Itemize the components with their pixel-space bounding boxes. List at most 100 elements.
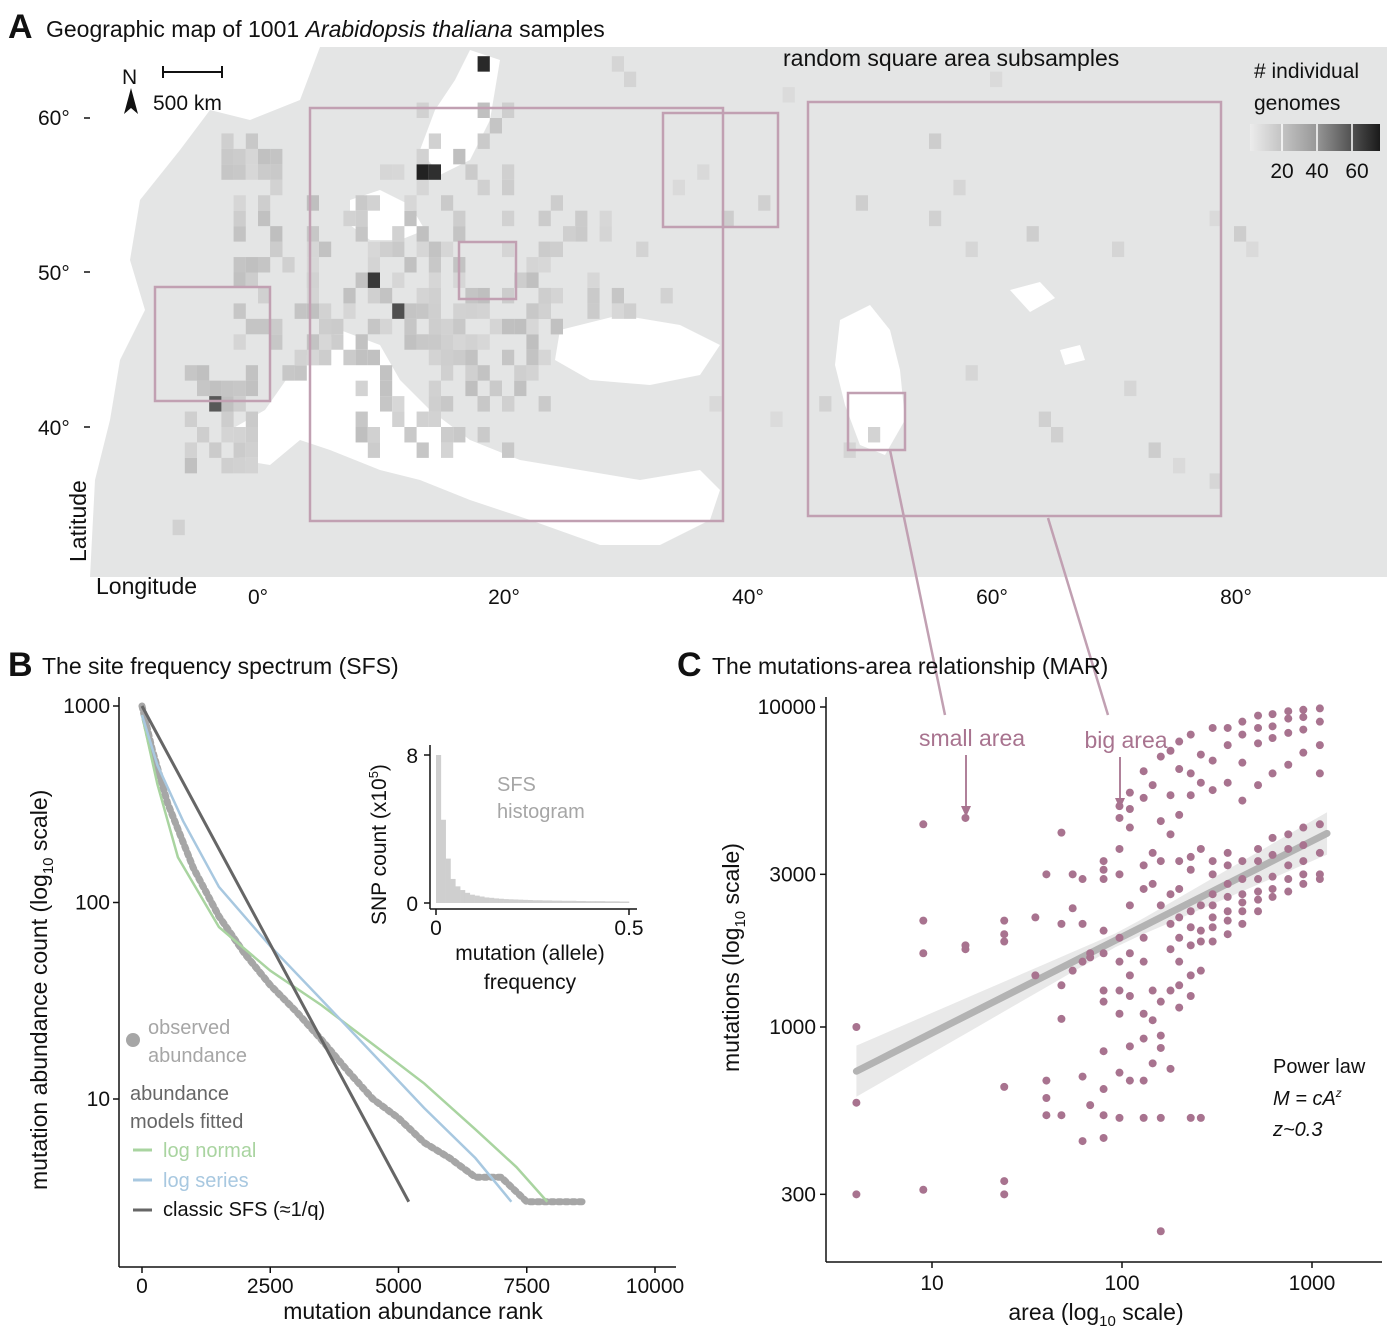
north-arrow-icon (124, 88, 138, 114)
data-point (1268, 833, 1277, 842)
inset-x-label-1: mutation (allele) (455, 942, 604, 965)
data-point (1208, 756, 1217, 765)
data-point (1268, 769, 1277, 778)
sample-cell (331, 318, 344, 335)
sample-cell (1026, 226, 1039, 242)
sample-cell (514, 318, 527, 335)
sample-cell (1209, 210, 1222, 227)
data-point (1068, 904, 1077, 913)
subsample-box (846, 391, 907, 452)
data-point (1166, 919, 1175, 928)
c-y-tick: 10000 (758, 696, 816, 719)
lat-axis-label: Latitude (65, 480, 91, 562)
data-point (1186, 730, 1195, 739)
data-point (1268, 892, 1277, 901)
sample-cell (1038, 411, 1051, 427)
sample-cell (550, 318, 563, 335)
sample-cell (221, 396, 234, 412)
lat-axis: 60° 50° 40° (38, 107, 90, 440)
lon-tick: 60° (976, 586, 1008, 609)
sample-cell (197, 365, 210, 381)
inset-bar (445, 858, 451, 903)
data-point (1125, 949, 1134, 958)
sample-cell (489, 318, 502, 335)
b-x-tick: 0 (136, 1275, 148, 1298)
data-point (1268, 872, 1277, 881)
data-point (1099, 949, 1108, 958)
sample-cell (392, 411, 405, 427)
data-point (1208, 870, 1217, 879)
sample-cell (441, 241, 454, 258)
data-point (1254, 844, 1263, 853)
sample-cell (233, 427, 246, 443)
subsample-label: random square area subsamples (783, 45, 1119, 71)
sample-cell (502, 442, 515, 458)
sample-cell (245, 318, 258, 335)
data-point (1254, 739, 1263, 748)
data-point (1238, 857, 1247, 866)
inset-bar (575, 900, 582, 903)
data-point (1139, 933, 1148, 942)
sample-cell (221, 457, 234, 474)
sample-cell (355, 210, 368, 227)
sample-cell (367, 287, 380, 304)
sample-cell (611, 287, 624, 304)
data-point (1042, 870, 1051, 879)
inset-bar (479, 896, 485, 903)
subsample-box (806, 100, 1223, 518)
sample-cell (428, 396, 441, 412)
data-point (1223, 723, 1232, 732)
lat-tick: 60° (38, 107, 70, 130)
data-point (1125, 788, 1134, 797)
data-point (1148, 781, 1157, 790)
c-y-tick: 300 (781, 1183, 816, 1206)
sample-cell (855, 195, 868, 211)
sample-cell (1246, 241, 1259, 258)
b-x-tick: 2500 (247, 1275, 294, 1298)
sample-cell (355, 349, 368, 366)
c-x-tick: 1000 (1289, 1272, 1336, 1295)
inset-bar (513, 899, 519, 903)
data-point (1268, 710, 1277, 719)
sample-cell (221, 411, 234, 427)
sample-cell (1209, 473, 1222, 489)
sample-cell (258, 257, 271, 273)
data-point (1078, 957, 1087, 966)
sample-cell (868, 427, 881, 443)
b-y-tick: 1000 (63, 695, 110, 718)
sample-cell (270, 334, 283, 350)
series-log-series (140, 714, 513, 1203)
data-point (1175, 737, 1184, 746)
data-point (1057, 828, 1066, 837)
sample-cell (233, 148, 246, 165)
sample-cell (306, 303, 319, 319)
sample-cell (367, 241, 380, 258)
data-point (1125, 1076, 1134, 1085)
data-point (1315, 875, 1324, 884)
data-point (1115, 844, 1124, 853)
data-point (1175, 981, 1184, 990)
data-point (1099, 857, 1108, 866)
panel-c: C The mutations-area relationship (MAR) … (677, 646, 1382, 1330)
data-point (1186, 1113, 1195, 1122)
sample-cell (758, 195, 771, 211)
sample-cell (404, 318, 417, 335)
data-point (1299, 857, 1308, 866)
sample-cell (380, 380, 393, 397)
data-point (1299, 841, 1308, 850)
data-point (1099, 1111, 1108, 1120)
data-point (1315, 848, 1324, 857)
data-point (1315, 704, 1324, 713)
sample-cell (428, 380, 441, 397)
c-x-label: area (log10 scale) (1008, 1299, 1183, 1330)
data-point (852, 1190, 861, 1199)
legend-models-2: models fitted (130, 1111, 243, 1133)
powerlaw-2: M = cAz (1273, 1086, 1342, 1110)
c-x-tick: 10 (920, 1272, 943, 1295)
inset-bar (527, 900, 533, 903)
sample-cell (441, 396, 454, 412)
sample-cell (526, 334, 539, 350)
data-point (1175, 957, 1184, 966)
sample-cell (1173, 457, 1186, 474)
